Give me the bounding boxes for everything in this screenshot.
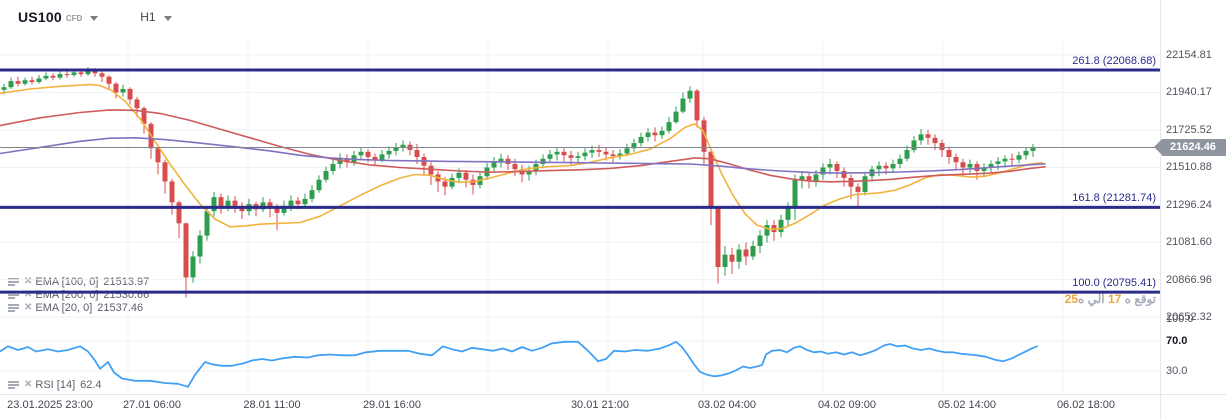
symbol-type-badge: CFD: [65, 14, 83, 23]
candlestick-series: [1, 67, 1036, 298]
indicator-settings-icon[interactable]: [8, 290, 19, 300]
price-axis-border: [1160, 0, 1161, 419]
price-axis-tick: 20866.96: [1166, 273, 1212, 286]
price-axis-tick: 21081.60: [1166, 236, 1212, 249]
time-axis-tick: 28.01 11:00: [243, 399, 301, 411]
indicator-label: EMA [20, 0]: [35, 302, 93, 314]
indicator-remove-icon[interactable]: ✕: [24, 302, 33, 313]
time-axis-tick: 03.02 04:00: [697, 399, 757, 411]
price-axis-tick: 21510.88: [1166, 161, 1212, 174]
legend-rsi: ✕ RSI [14] 62.4: [8, 379, 102, 391]
ema-200-line: [0, 137, 1046, 174]
fib-level-label: 261.8 (22068.68): [1072, 55, 1156, 67]
indicator-value: 62.4: [80, 379, 102, 391]
arabic-annotation: توقع ه 17 الي ه25: [1064, 292, 1156, 306]
indicator-value: 21513.97: [103, 276, 150, 288]
indicator-label: RSI [14]: [35, 379, 76, 391]
rsi-axis-tick: 100.0: [1166, 312, 1194, 325]
legend-ema-200: ✕ EMA [200, 0] 21530.66: [8, 289, 149, 301]
price-axis-tick: 21296.24: [1166, 198, 1212, 211]
indicator-settings-icon[interactable]: [8, 277, 19, 287]
price-axis-tick: 21725.52: [1166, 123, 1212, 136]
indicator-label: EMA [200, 0]: [35, 289, 99, 301]
time-axis-tick: 29.01 16:00: [362, 399, 422, 411]
last-price-tag: 21624.46: [1154, 139, 1226, 156]
legend-ema-100: ✕ EMA [100, 0] 21513.97: [8, 276, 149, 288]
indicator-value: 21530.66: [103, 289, 150, 301]
indicator-settings-icon[interactable]: [8, 380, 19, 390]
grid-lines: [0, 42, 1160, 394]
rsi-axis-tick: 70.0: [1166, 335, 1188, 347]
indicator-label: EMA [100, 0]: [35, 276, 99, 288]
price-axis-tick: 20652.32: [1166, 311, 1212, 324]
symbol-name[interactable]: US100: [18, 9, 62, 25]
rsi-line: [0, 340, 1038, 388]
price-axis-tick: 21940.17: [1166, 86, 1212, 99]
indicator-remove-icon[interactable]: ✕: [24, 289, 33, 300]
time-axis-tick: 30.01 21:00: [570, 399, 630, 411]
indicator-settings-icon[interactable]: [8, 303, 19, 313]
indicator-value: 21537.46: [97, 302, 144, 314]
chart-toolbar: US100 CFD H1: [18, 8, 172, 26]
time-axis-tick: 04.02 09:00: [817, 399, 877, 411]
time-axis-tick: 23.01.2025 23:00: [7, 399, 93, 411]
fib-level-label: 100.0 (20795.41): [1072, 277, 1156, 290]
rsi-axis-tick: 30.0: [1166, 365, 1188, 377]
ema-20-line: [0, 83, 1043, 231]
indicator-remove-icon[interactable]: ✕: [24, 379, 33, 390]
timeframe-selector[interactable]: H1: [140, 10, 156, 24]
time-axis-tick: 05.02 14:00: [937, 399, 997, 411]
ema-100-line: [0, 109, 1046, 183]
time-axis-tick: 27.01 06:00: [122, 399, 182, 411]
fib-level-label: 161.8 (21281.74): [1072, 192, 1156, 205]
fibonacci-lines: [0, 68, 1160, 294]
timeframe-dropdown-caret-icon[interactable]: [163, 15, 172, 21]
ema-lines: [0, 83, 1046, 231]
time-axis-border: [0, 394, 1226, 395]
price-axis-tick: 22154.81: [1166, 48, 1212, 61]
time-axis-tick: 06.02 18:00: [1056, 399, 1116, 411]
indicator-remove-icon[interactable]: ✕: [24, 276, 33, 287]
symbol-dropdown-caret-icon[interactable]: [90, 15, 99, 21]
legend-ema-20: ✕ EMA [20, 0] 21537.46: [8, 302, 143, 314]
